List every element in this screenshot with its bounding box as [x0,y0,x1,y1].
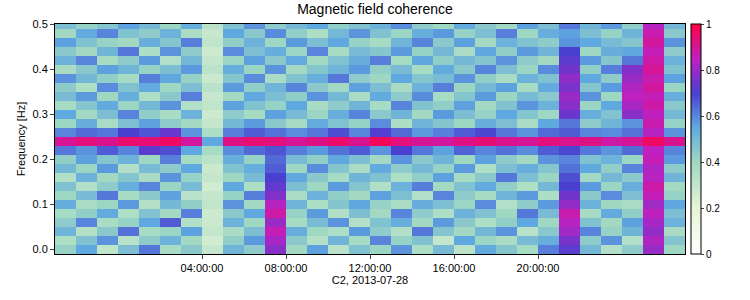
svg-text:12:00:00: 12:00:00 [349,262,392,274]
svg-text:Magnetic field coherence: Magnetic field coherence [297,1,453,17]
svg-text:20:00:00: 20:00:00 [517,262,560,274]
svg-text:0.5: 0.5 [33,18,48,30]
svg-text:C2, 2013-07-28: C2, 2013-07-28 [332,274,408,286]
svg-text:0.4: 0.4 [33,63,48,75]
svg-text:08:00:00: 08:00:00 [265,262,308,274]
svg-text:0: 0 [706,249,712,260]
svg-text:0.1: 0.1 [33,198,48,210]
svg-text:0.0: 0.0 [33,243,48,255]
svg-text:04:00:00: 04:00:00 [181,262,224,274]
svg-text:Frequency [Hz]: Frequency [Hz] [15,102,27,177]
svg-text:0.2: 0.2 [33,153,48,165]
svg-text:0.6: 0.6 [706,111,720,122]
svg-text:0.4: 0.4 [706,157,720,168]
svg-text:16:00:00: 16:00:00 [433,262,476,274]
svg-text:0.3: 0.3 [33,108,48,120]
svg-text:1: 1 [706,19,712,30]
svg-text:0.8: 0.8 [706,65,720,76]
svg-text:0.2: 0.2 [706,203,720,214]
